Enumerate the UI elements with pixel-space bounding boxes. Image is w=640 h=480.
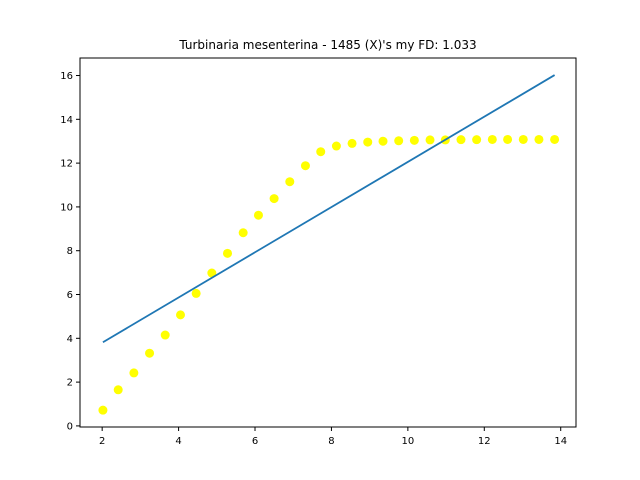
y-tick-label: 0 bbox=[67, 421, 73, 432]
scatter-point bbox=[160, 330, 170, 340]
scatter-point bbox=[394, 136, 404, 146]
x-tick-label: 6 bbox=[252, 436, 258, 447]
axes-frame bbox=[79, 57, 577, 428]
x-tick-label: 12 bbox=[478, 436, 491, 447]
x-tick-label: 2 bbox=[99, 436, 105, 447]
fit-line bbox=[102, 74, 556, 344]
scatter-point bbox=[472, 135, 482, 145]
y-tick-label: 10 bbox=[60, 202, 73, 213]
x-tick-label: 8 bbox=[328, 436, 334, 447]
x-tick-label: 10 bbox=[401, 436, 414, 447]
scatter-point bbox=[518, 134, 528, 144]
y-tick-label: 12 bbox=[60, 159, 73, 170]
x-tick-label: 14 bbox=[554, 436, 567, 447]
y-tick-label: 4 bbox=[67, 334, 73, 345]
scatter-point bbox=[191, 288, 201, 298]
y-tick-label: 16 bbox=[60, 71, 73, 82]
scatter-point bbox=[223, 248, 233, 258]
scatter-point bbox=[145, 348, 155, 358]
scatter-point bbox=[378, 136, 388, 146]
scatter-point bbox=[175, 310, 185, 320]
scatter-point bbox=[363, 137, 373, 147]
scatter-point bbox=[456, 135, 466, 145]
axes: 2 4 6 8 10 12 14 0 2 4 6 8 10 12 14 16 bbox=[60, 57, 577, 447]
scatter-point bbox=[347, 138, 357, 148]
chart-title: Turbinaria mesenterina - 1485 (X)'s my F… bbox=[178, 38, 476, 52]
scatter-point bbox=[487, 134, 497, 144]
y-tick-label: 2 bbox=[67, 378, 73, 389]
scatter-point bbox=[113, 385, 123, 395]
scatter-point bbox=[425, 135, 435, 145]
scatter-point bbox=[331, 141, 341, 151]
scatter-point bbox=[300, 161, 310, 171]
scatter-point bbox=[238, 228, 248, 238]
y-tick-label: 6 bbox=[67, 290, 73, 301]
scatter-point bbox=[550, 134, 560, 144]
scatter-point bbox=[409, 135, 419, 145]
y-tick-label: 14 bbox=[60, 115, 73, 126]
scatter-point bbox=[534, 134, 544, 144]
scatter-point bbox=[253, 210, 263, 220]
scatter-point bbox=[285, 177, 295, 187]
scatter-point bbox=[129, 368, 139, 378]
scatter-point bbox=[503, 134, 513, 144]
scatter-point bbox=[207, 268, 217, 278]
scatter-point bbox=[316, 147, 326, 157]
y-tick-label: 8 bbox=[67, 246, 73, 257]
plot-area bbox=[98, 74, 560, 415]
x-tick-label: 4 bbox=[175, 436, 181, 447]
scatter-point bbox=[269, 194, 279, 204]
scatter-point bbox=[98, 405, 108, 415]
